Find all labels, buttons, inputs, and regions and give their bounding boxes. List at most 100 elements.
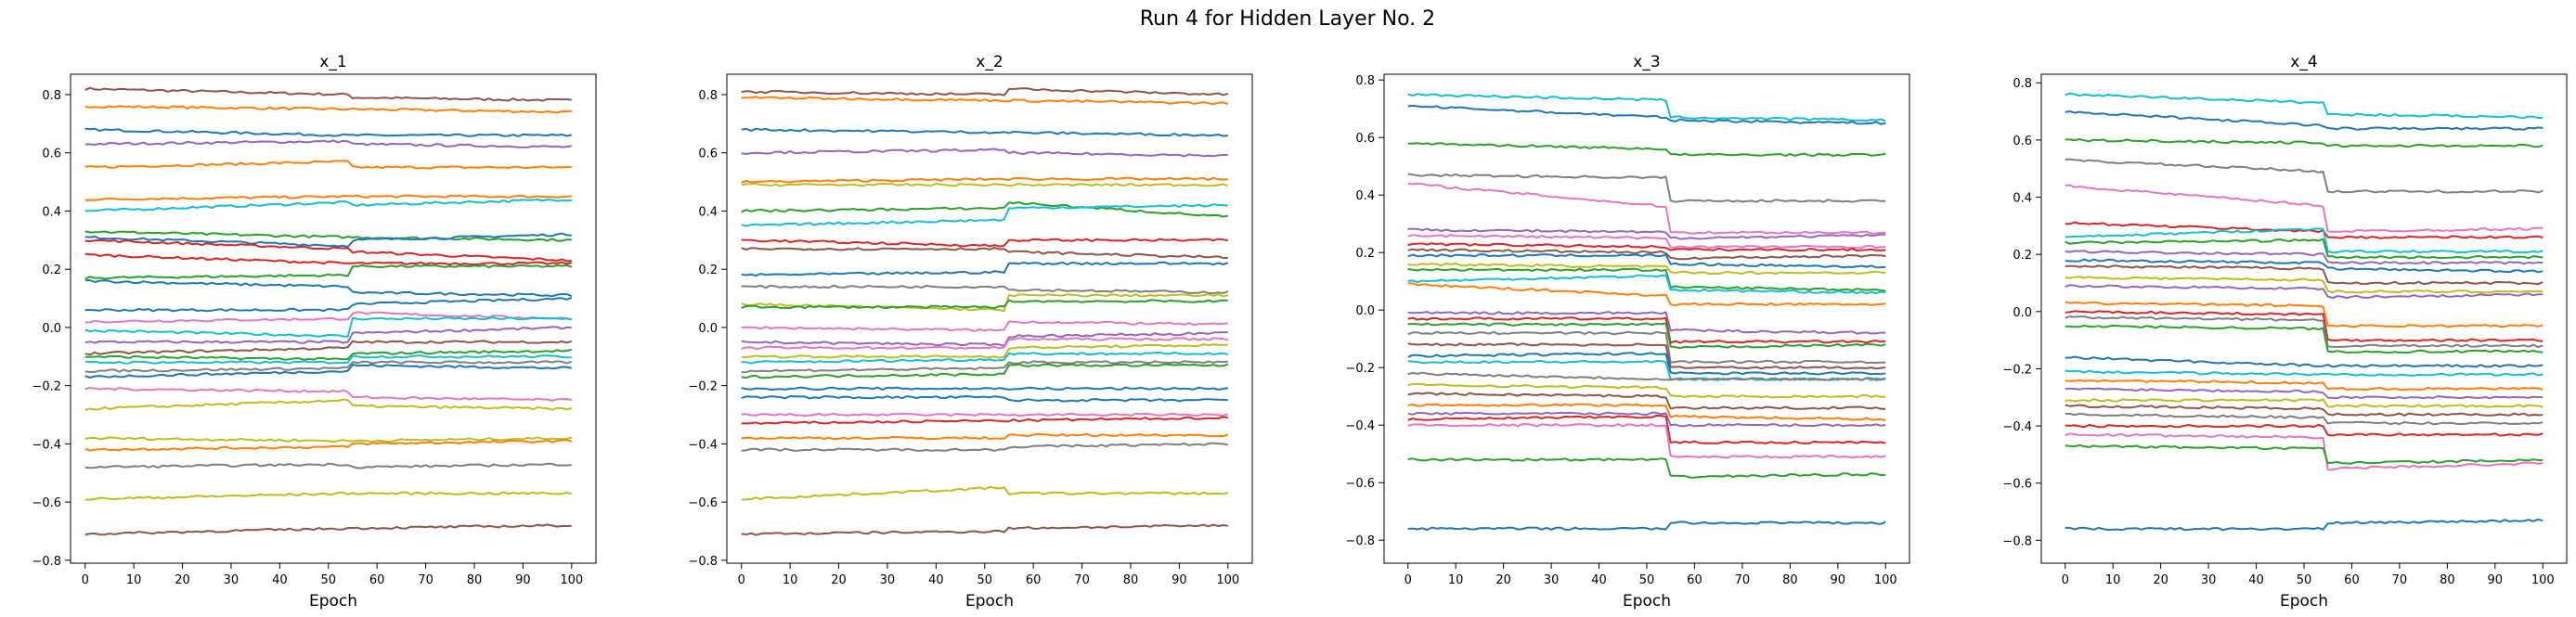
- axes-frame: [1383, 73, 1910, 564]
- y-tick-label: −0.8: [2002, 534, 2032, 548]
- series-line: [84, 194, 572, 201]
- x-tick-label: 0: [2062, 573, 2069, 587]
- series-line: [741, 485, 1229, 501]
- series-line: [84, 86, 572, 102]
- y-tick-label: 0.2: [1355, 247, 1375, 261]
- x-tick-label: 50: [977, 573, 992, 587]
- series-group: [84, 86, 573, 536]
- series-line: [1407, 242, 1886, 252]
- series-line: [741, 261, 1229, 277]
- chart-title: x_1: [319, 53, 346, 71]
- y-tick-label: 0.8: [2013, 77, 2032, 91]
- y-tick-label: 0.4: [1355, 189, 1375, 203]
- series-line: [84, 232, 572, 249]
- x-tick-label: 20: [175, 573, 190, 587]
- axes-frame: [726, 73, 1253, 564]
- series-line: [1407, 274, 1886, 295]
- series-line: [741, 183, 1229, 187]
- series-line: [2065, 301, 2544, 328]
- y-tick-label: 0.4: [42, 205, 61, 219]
- series-line: [84, 139, 572, 148]
- series-line: [2065, 284, 2544, 300]
- series-line: [1407, 234, 1886, 250]
- series-line: [2065, 238, 2544, 260]
- series-line: [84, 363, 573, 379]
- series-line: [741, 412, 1229, 418]
- series-line: [741, 360, 1228, 374]
- y-tick-label: −0.4: [1345, 419, 1375, 433]
- x-tick-label: 90: [1171, 573, 1187, 587]
- x-tick-label: 70: [1074, 573, 1090, 587]
- series-line: [2065, 264, 2544, 286]
- x-tick-label: 70: [418, 573, 434, 587]
- series-line: [1407, 182, 1886, 235]
- y-tick-label: −0.6: [1345, 477, 1375, 491]
- y-tick-label: −0.4: [688, 438, 718, 452]
- series-group: [2065, 92, 2544, 532]
- y-tick-label: −0.2: [2002, 363, 2032, 377]
- x-tick-label: 60: [2344, 573, 2360, 587]
- x-tick-label: 40: [2248, 573, 2264, 587]
- series-line: [2065, 227, 2544, 254]
- x-axis-label: Epoch: [1623, 592, 1671, 611]
- x-tick-label: 100: [1874, 573, 1897, 587]
- y-tick-label: −0.2: [688, 380, 718, 394]
- series-line: [741, 299, 1228, 310]
- series-line: [741, 87, 1229, 96]
- series-line: [1407, 282, 1886, 307]
- y-tick-label: −0.4: [32, 438, 61, 452]
- series-line: [84, 230, 572, 242]
- y-tick-label: 0.2: [42, 264, 61, 277]
- x-tick-label: 100: [1216, 573, 1239, 587]
- series-line: [84, 199, 572, 212]
- series-line: [1407, 411, 1886, 428]
- y-tick-label: 0.0: [1355, 304, 1375, 318]
- y-tick-label: 0.6: [698, 148, 718, 161]
- series-line: [1407, 371, 1886, 381]
- series-line: [741, 127, 1228, 137]
- series-line: [84, 523, 572, 536]
- x-axis-label: Epoch: [965, 592, 1014, 611]
- series-line: [84, 316, 573, 338]
- series-line: [2065, 184, 2544, 234]
- y-tick-label: −0.4: [2002, 420, 2032, 434]
- x-tick-label: 50: [2297, 573, 2312, 587]
- series-line: [1407, 352, 1886, 376]
- series-line: [1407, 457, 1886, 479]
- series-line: [2065, 138, 2544, 148]
- series-line: [1407, 142, 1886, 157]
- series-line: [2065, 276, 2544, 294]
- series-group: [741, 87, 1229, 536]
- series-line: [2065, 412, 2544, 426]
- x-tick-label: 20: [1495, 573, 1511, 587]
- x-tick-label: 60: [1026, 573, 1042, 587]
- x-tick-label: 0: [82, 573, 89, 587]
- series-line: [1407, 403, 1886, 422]
- y-tick-label: 0.6: [1355, 132, 1375, 146]
- series-line: [2065, 158, 2544, 194]
- series-line: [2065, 387, 2544, 400]
- y-tick-label: 0.6: [2013, 135, 2032, 148]
- series-line: [84, 387, 572, 402]
- series-line: [1407, 262, 1886, 276]
- series-line: [1407, 342, 1886, 370]
- series-line: [1407, 311, 1886, 335]
- x-tick-label: 60: [369, 573, 385, 587]
- series-line: [1407, 267, 1886, 292]
- series-line: [2065, 398, 2544, 408]
- series-line: [741, 238, 1228, 248]
- series-line: [84, 296, 573, 313]
- x-tick-label: 40: [272, 573, 288, 587]
- series-line: [84, 105, 572, 114]
- series-line: [741, 176, 1228, 184]
- series-group: [1407, 93, 1886, 531]
- y-tick-label: 0.0: [2013, 306, 2032, 320]
- series-line: [84, 398, 573, 411]
- series-line: [2065, 310, 2544, 342]
- series-line: [741, 363, 1229, 379]
- series-line: [1407, 521, 1886, 531]
- y-tick-label: 0.8: [1355, 74, 1375, 88]
- y-tick-label: −0.6: [688, 496, 718, 510]
- x-tick-label: 10: [1448, 573, 1464, 587]
